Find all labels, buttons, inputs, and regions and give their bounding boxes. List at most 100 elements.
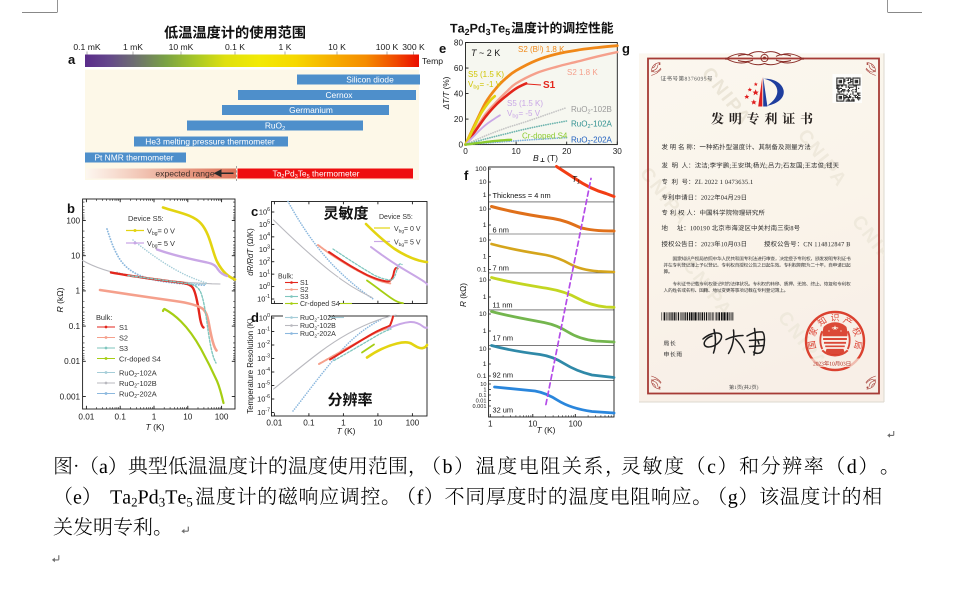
svg-text:1: 1 xyxy=(483,328,487,335)
svg-text:11 nm: 11 nm xyxy=(493,301,513,310)
svg-text:20: 20 xyxy=(454,115,464,124)
svg-text:0.1: 0.1 xyxy=(479,393,487,399)
svg-text:a: a xyxy=(68,52,76,67)
svg-text:10: 10 xyxy=(479,311,487,318)
svg-text:RuO2-102A: RuO2-102A xyxy=(119,368,157,379)
svg-text:10-2: 10-2 xyxy=(257,340,270,349)
svg-text:S2 (B||) 1.8 K: S2 (B||) 1.8 K xyxy=(518,45,565,54)
svg-text:S2: S2 xyxy=(300,287,309,294)
svg-text:60: 60 xyxy=(454,64,464,73)
svg-text:e: e xyxy=(439,41,446,56)
svg-text:0: 0 xyxy=(458,140,463,149)
svg-text:0.001: 0.001 xyxy=(60,392,81,401)
svg-text:d: d xyxy=(251,310,259,325)
svg-text:1: 1 xyxy=(483,294,487,301)
svg-text:Bulk:: Bulk: xyxy=(96,313,112,322)
svg-text:RuO2-102B: RuO2-102B xyxy=(571,105,612,116)
svg-text:0.1: 0.1 xyxy=(477,373,487,380)
svg-text:Germanium: Germanium xyxy=(289,105,333,115)
svg-text:10: 10 xyxy=(71,252,81,261)
svg-text:ΔT/T (%): ΔT/T (%) xyxy=(442,76,451,110)
svg-text:(T): (T) xyxy=(547,153,558,163)
svg-text:32 um: 32 um xyxy=(493,406,514,415)
svg-text:6 nm: 6 nm xyxy=(493,226,509,235)
svg-text:10 K: 10 K xyxy=(328,42,346,52)
svg-text:Ta2Pd3Te5 thermometer: Ta2Pd3Te5 thermometer xyxy=(273,169,360,181)
svg-text:92 nm: 92 nm xyxy=(493,371,514,380)
svg-text:100 K: 100 K xyxy=(376,42,399,52)
svg-text:b: b xyxy=(67,201,75,216)
svg-text:S5 (1.5 K): S5 (1.5 K) xyxy=(507,99,543,108)
svg-text:RuO2-202A: RuO2-202A xyxy=(300,331,336,339)
svg-text:1: 1 xyxy=(483,388,486,394)
svg-text:T (K): T (K) xyxy=(536,425,555,435)
svg-text:10-5: 10-5 xyxy=(257,381,270,390)
svg-text:Device S5:: Device S5: xyxy=(379,214,413,221)
svg-text:101: 101 xyxy=(259,269,270,278)
svg-text:Cr-doped S4: Cr-doped S4 xyxy=(522,132,568,141)
svg-text:f: f xyxy=(464,168,469,183)
svg-text:104: 104 xyxy=(259,232,270,241)
svg-text:10: 10 xyxy=(528,420,538,429)
svg-text:Vbg= 0 V: Vbg= 0 V xyxy=(394,226,421,234)
svg-text:T (K): T (K) xyxy=(336,426,355,436)
svg-text:0.01: 0.01 xyxy=(266,419,282,428)
svg-text:He3 melting pressure thermomet: He3 melting pressure thermometer xyxy=(145,137,275,147)
svg-text:0.01: 0.01 xyxy=(78,413,94,422)
svg-text:1: 1 xyxy=(483,361,487,368)
svg-text:RuO2-202A: RuO2-202A xyxy=(119,389,157,400)
svg-text:10-3: 10-3 xyxy=(257,354,270,363)
svg-text:R (kΩ): R (kΩ) xyxy=(459,283,468,307)
svg-text:103: 103 xyxy=(259,244,270,253)
svg-text:Vbg= 5 V: Vbg= 5 V xyxy=(394,240,421,248)
svg-text:0: 0 xyxy=(463,147,468,156)
svg-text:1 mK: 1 mK xyxy=(123,42,143,52)
svg-text:RuO2-102A: RuO2-102A xyxy=(300,315,336,323)
svg-text:Cr-doped S4: Cr-doped S4 xyxy=(119,354,161,363)
svg-text:Temp: Temp xyxy=(422,56,443,66)
svg-text:Vbg= 5 V: Vbg= 5 V xyxy=(147,239,175,250)
svg-text:RuO2: RuO2 xyxy=(265,121,285,133)
svg-text:S2: S2 xyxy=(119,333,128,342)
svg-text:Cernox: Cernox xyxy=(326,90,354,100)
svg-text:B: B xyxy=(533,153,539,163)
svg-text:dR/RdT (Ω/K): dR/RdT (Ω/K) xyxy=(246,228,255,276)
svg-text:S5 (1.5 K): S5 (1.5 K) xyxy=(468,70,504,79)
svg-text:1: 1 xyxy=(483,254,487,261)
svg-text:0.1 K: 0.1 K xyxy=(225,42,245,52)
svg-text:RuO2-102B: RuO2-102B xyxy=(300,323,336,331)
svg-text:Temperature Resolution (K): Temperature Resolution (K) xyxy=(246,318,255,414)
svg-text:Vbg= -5 V: Vbg= -5 V xyxy=(507,109,541,120)
svg-text:106: 106 xyxy=(259,207,270,216)
svg-text:0.01: 0.01 xyxy=(64,357,80,366)
svg-text:0.1: 0.1 xyxy=(477,267,487,274)
svg-text:T (K): T (K) xyxy=(145,422,164,432)
svg-text:expected range: expected range xyxy=(155,169,214,179)
svg-text:RuO2-102B: RuO2-102B xyxy=(119,379,157,390)
svg-text:105: 105 xyxy=(259,220,270,229)
svg-text:10: 10 xyxy=(183,413,193,422)
svg-text:Thickness = 4 nm: Thickness = 4 nm xyxy=(493,191,551,200)
svg-text:10-6: 10-6 xyxy=(257,394,270,403)
svg-text:Vbg= -1 V: Vbg= -1 V xyxy=(468,80,502,91)
svg-text:S3: S3 xyxy=(300,294,309,301)
svg-text:Bulk:: Bulk: xyxy=(278,274,294,281)
svg-text:1: 1 xyxy=(483,192,487,199)
svg-text:100: 100 xyxy=(475,166,487,173)
svg-text:80: 80 xyxy=(454,38,464,47)
svg-text:10-4: 10-4 xyxy=(257,367,270,376)
svg-text:100: 100 xyxy=(215,413,229,422)
svg-text:Vbg= 0 V: Vbg= 0 V xyxy=(147,227,175,238)
svg-text:S1: S1 xyxy=(543,80,556,91)
svg-text:40: 40 xyxy=(454,89,464,98)
svg-text:0.1: 0.1 xyxy=(303,419,315,428)
svg-text:10 mK: 10 mK xyxy=(169,42,194,52)
svg-text:1: 1 xyxy=(152,413,157,422)
svg-text:10: 10 xyxy=(479,206,487,213)
svg-text:102: 102 xyxy=(259,257,270,266)
svg-text:0.1: 0.1 xyxy=(69,322,81,331)
svg-text:S1: S1 xyxy=(300,280,309,287)
svg-text:0.1 mK: 0.1 mK xyxy=(73,42,100,52)
svg-text:1: 1 xyxy=(341,419,346,428)
svg-text:1: 1 xyxy=(483,222,487,229)
